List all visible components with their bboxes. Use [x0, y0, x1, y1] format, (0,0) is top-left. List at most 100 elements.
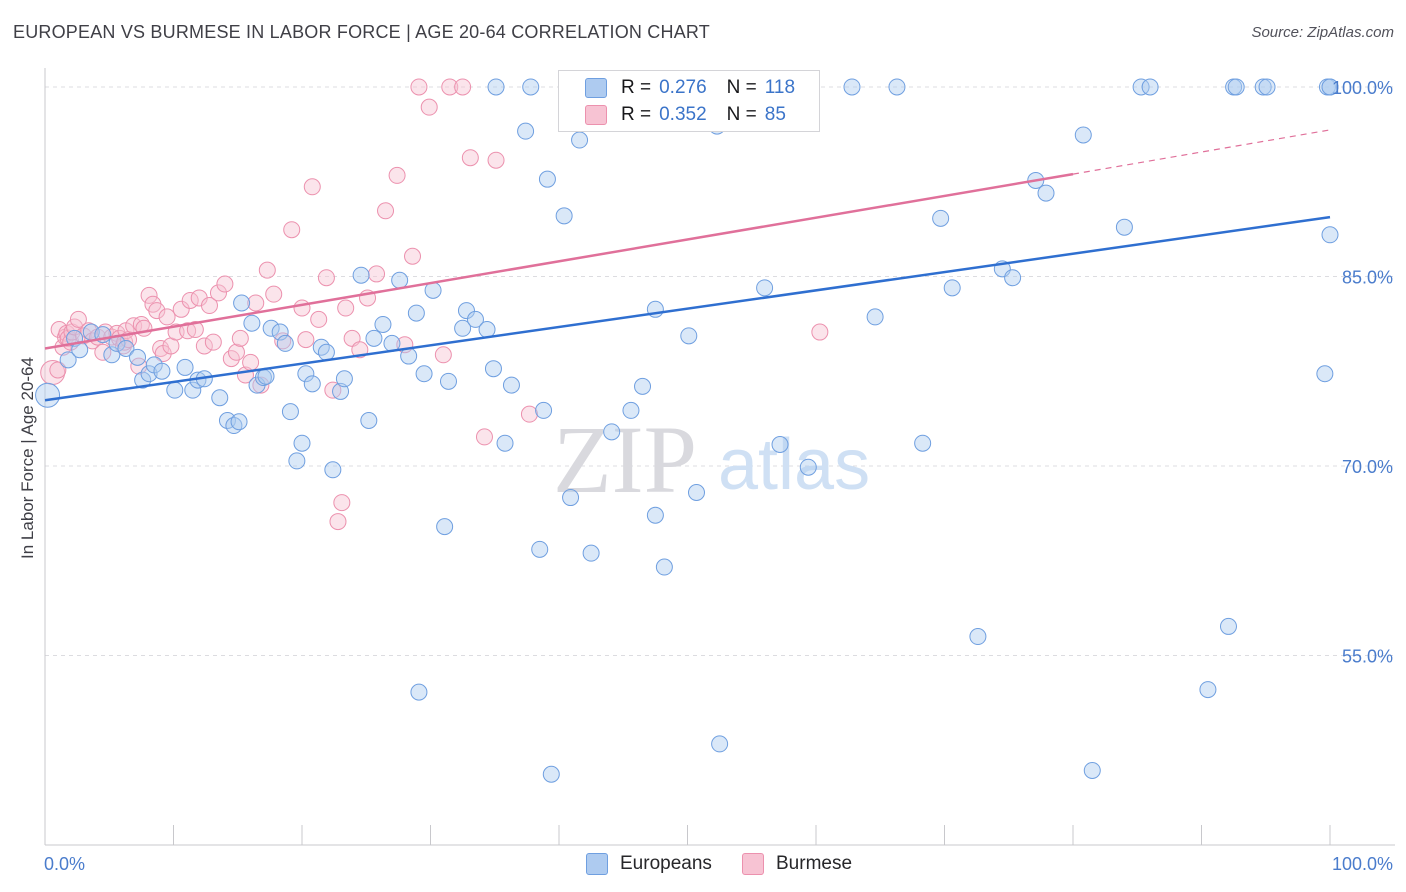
burmese-point: [148, 302, 166, 320]
europeans-point: [522, 78, 540, 96]
europeans-point: [184, 381, 202, 399]
europeans-point: [140, 365, 158, 383]
europeans-point: [335, 370, 353, 388]
burmese-point: [461, 149, 479, 167]
burmese-point: [69, 310, 87, 328]
watermark-atlas: atlas: [718, 425, 870, 505]
europeans-point: [646, 506, 664, 524]
europeans-point: [1258, 78, 1276, 96]
legend-r-value: 0.352: [659, 104, 707, 125]
europeans-point: [59, 351, 77, 369]
europeans-point: [407, 304, 425, 322]
europeans-trend-line: [44, 215, 1331, 402]
europeans-point: [888, 78, 906, 96]
europeans-point: [680, 327, 698, 345]
europeans-point: [542, 765, 560, 783]
tick-labels: 55.0% 70.0% 85.0% 100.0% 0.0% 100.0%: [44, 78, 1393, 874]
burmese-point: [333, 494, 351, 512]
burmese-point: [227, 343, 245, 361]
europeans-point: [478, 321, 496, 339]
y-tick-label: 85.0%: [1342, 267, 1393, 287]
europeans-point: [271, 323, 289, 341]
legend-r-label: R =: [621, 104, 652, 125]
europeans-point: [1321, 78, 1339, 96]
bottom-legend-burmese: Burmese: [742, 852, 852, 876]
europeans-point: [531, 540, 549, 558]
europeans-point: [276, 334, 294, 352]
burmese-point: [410, 78, 428, 96]
x-tick-label-max: 100.0%: [1332, 854, 1393, 874]
burmese-point: [454, 78, 472, 96]
burmese-point: [231, 329, 249, 347]
europeans-legend-swatch: [586, 853, 608, 875]
burmese-point: [811, 323, 829, 341]
burmese-point: [195, 337, 213, 355]
europeans-point: [502, 376, 520, 394]
europeans-point: [799, 458, 817, 476]
burmese-point: [487, 151, 505, 169]
europeans-point: [484, 360, 502, 378]
y-tick-label: 100.0%: [1332, 78, 1393, 98]
legend-n-label: N =: [726, 104, 757, 125]
europeans-point: [943, 279, 961, 297]
europeans-point: [622, 401, 640, 419]
europeans-point: [535, 401, 553, 419]
correlation-legend: R = 0.276 N = 118 R = 0.352 N = 85: [558, 70, 820, 132]
europeans-point: [634, 377, 652, 395]
burmese-point: [520, 405, 538, 423]
europeans-point: [517, 122, 535, 140]
europeans-point: [391, 271, 409, 289]
burmese-swatch: [585, 105, 607, 125]
europeans-point: [1219, 617, 1237, 635]
europeans-point: [288, 452, 306, 470]
europeans-point: [332, 382, 350, 400]
europeans-point: [352, 266, 370, 284]
watermark: ZIP atlas: [553, 406, 870, 513]
europeans-point: [1254, 78, 1272, 96]
burmese-point: [242, 353, 260, 371]
europeans-legend-label: Europeans: [620, 853, 712, 874]
burmese-point: [200, 297, 218, 315]
europeans-point: [303, 375, 321, 393]
burmese-trend-line: [44, 172, 1074, 350]
europeans-point: [571, 131, 589, 149]
europeans-point: [176, 358, 194, 376]
europeans-point: [262, 319, 280, 337]
europeans-point: [555, 207, 573, 225]
europeans-point: [687, 484, 705, 502]
burmese-point: [441, 78, 459, 96]
legend-r-value: 0.276: [659, 77, 707, 98]
europeans-point: [487, 78, 505, 96]
europeans-point: [1115, 218, 1133, 236]
burmese-point: [337, 299, 355, 317]
europeans-point: [756, 279, 774, 297]
europeans-point: [1037, 184, 1055, 202]
burmese-point: [297, 331, 315, 349]
europeans-point: [360, 411, 378, 429]
burmese-point: [204, 333, 222, 351]
europeans-point: [969, 628, 987, 646]
europeans-point: [1083, 761, 1101, 779]
y-tick-label: 70.0%: [1342, 457, 1393, 477]
burmese-point: [434, 346, 452, 364]
burmese-point: [420, 98, 438, 116]
burmese-point: [310, 310, 328, 328]
y-tick-label: 55.0%: [1342, 646, 1393, 666]
europeans-point: [439, 372, 457, 390]
europeans-point: [297, 365, 315, 383]
europeans-point: [312, 338, 330, 356]
europeans-point: [166, 381, 184, 399]
burmese-point: [377, 202, 395, 220]
axes: [44, 68, 1395, 846]
burmese-point: [317, 269, 335, 287]
europeans-point: [324, 461, 342, 479]
europeans-point: [233, 294, 251, 312]
burmese-point: [404, 247, 422, 265]
burmese-point: [140, 286, 158, 304]
legend-row-europeans: R = 0.276 N = 118: [585, 76, 795, 100]
watermark-zip: ZIP: [553, 406, 697, 513]
burmese-point: [172, 300, 190, 318]
europeans-point: [35, 382, 61, 408]
legend-n-value: 118: [764, 77, 796, 98]
